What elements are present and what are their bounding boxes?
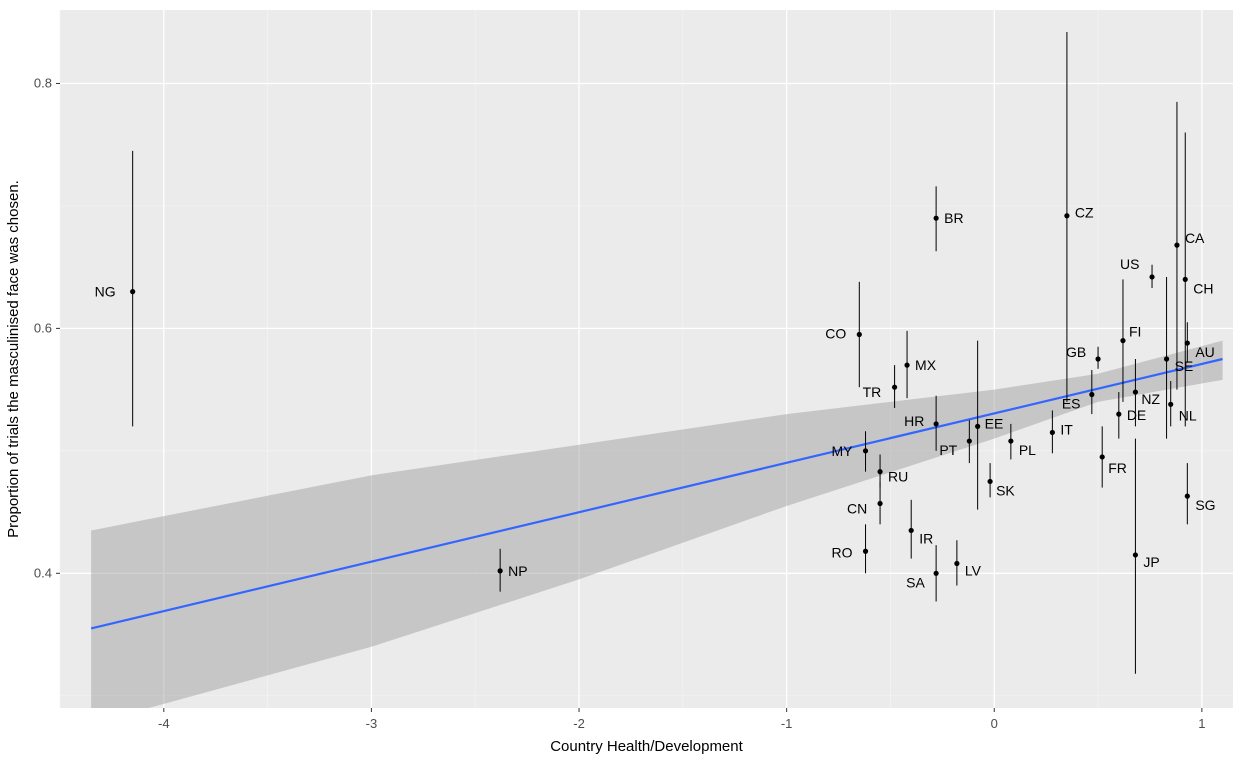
point-label: CN: [847, 500, 867, 516]
point-label: JP: [1143, 554, 1159, 570]
x-tick-label: 1: [1198, 716, 1205, 731]
data-point: [877, 501, 882, 506]
data-point: [857, 332, 862, 337]
data-point: [1120, 338, 1125, 343]
x-tick-label: -3: [366, 716, 378, 731]
x-tick-label: 0: [991, 716, 998, 731]
data-point: [987, 479, 992, 484]
point-label: US: [1120, 256, 1139, 272]
data-point: [1116, 412, 1121, 417]
data-point: [975, 424, 980, 429]
point-label: CZ: [1075, 205, 1094, 221]
point-label: RO: [832, 544, 853, 560]
data-point: [498, 568, 503, 573]
point-label: ES: [1062, 396, 1081, 412]
point-label: PL: [1019, 442, 1036, 458]
data-point: [1133, 552, 1138, 557]
data-point: [967, 438, 972, 443]
data-point: [1100, 454, 1105, 459]
x-tick-label: -2: [573, 716, 585, 731]
data-point: [863, 549, 868, 554]
data-point: [1183, 277, 1188, 282]
data-point: [1133, 389, 1138, 394]
point-label: NL: [1179, 407, 1197, 423]
data-point: [1174, 243, 1179, 248]
data-point: [1089, 392, 1094, 397]
data-point: [934, 216, 939, 221]
point-label: BR: [944, 210, 963, 226]
data-point: [1095, 356, 1100, 361]
point-label: IT: [1060, 421, 1073, 437]
point-label: TR: [863, 384, 882, 400]
point-label: SG: [1195, 497, 1215, 513]
data-point: [1185, 494, 1190, 499]
data-point: [954, 561, 959, 566]
x-tick-label: -1: [781, 716, 793, 731]
y-axis-title: Proportion of trials the masculinised fa…: [5, 180, 22, 538]
data-point: [130, 289, 135, 294]
data-point: [909, 528, 914, 533]
point-label: SA: [906, 574, 925, 590]
x-tick-label: -4: [158, 716, 170, 731]
point-label: EE: [985, 415, 1004, 431]
point-label: PT: [939, 442, 957, 458]
data-point: [934, 571, 939, 576]
data-point: [1064, 213, 1069, 218]
y-tick-label: 0.8: [34, 75, 52, 90]
x-axis-title: Country Health/Development: [550, 738, 743, 755]
y-tick-label: 0.6: [34, 320, 52, 335]
point-label: NG: [95, 284, 116, 300]
point-label: NZ: [1141, 391, 1160, 407]
point-label: CO: [825, 326, 846, 342]
scatter-chart: NG NP CO BR MX TR MY RU CN RO IR SA HR LV EE PT SK PL CZ IT…: [0, 0, 1245, 763]
data-point: [1185, 340, 1190, 345]
data-point: [1164, 356, 1169, 361]
point-label: RU: [888, 469, 908, 485]
data-point: [1050, 430, 1055, 435]
point-label: NP: [508, 563, 527, 579]
y-tick-label: 0.4: [34, 565, 52, 580]
data-point: [1168, 402, 1173, 407]
point-label: FI: [1129, 324, 1141, 340]
point-label: AU: [1195, 344, 1214, 360]
data-point: [1008, 438, 1013, 443]
point-label: IR: [919, 530, 933, 546]
point-label: GB: [1066, 344, 1086, 360]
data-point: [877, 469, 882, 474]
point-label: LV: [965, 563, 982, 579]
point-label: SK: [996, 482, 1015, 498]
point-label: CA: [1185, 230, 1205, 246]
data-point: [904, 363, 909, 368]
data-point: [863, 448, 868, 453]
data-point: [892, 385, 897, 390]
point-label: MX: [915, 357, 937, 373]
point-label: MY: [832, 443, 854, 459]
chart-container: NG NP CO BR MX TR MY RU CN RO IR SA HR LV EE PT SK PL CZ IT…: [0, 0, 1245, 763]
data-point: [1149, 274, 1154, 279]
point-label: HR: [904, 413, 924, 429]
point-label: FR: [1108, 460, 1127, 476]
point-label: CH: [1193, 280, 1213, 296]
point-label: DE: [1127, 407, 1146, 423]
data-point: [934, 421, 939, 426]
